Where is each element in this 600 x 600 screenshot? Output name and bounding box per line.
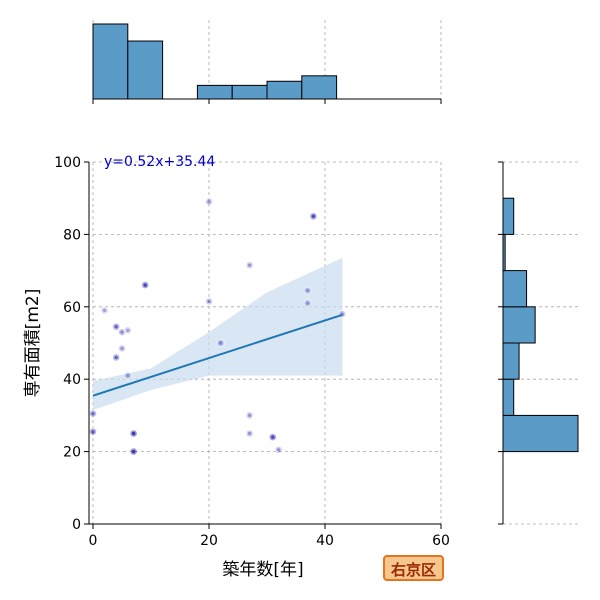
right-hist-bar — [502, 306, 536, 344]
y-tick-label: 80 — [63, 227, 81, 243]
main-scatter-plot: 0 20 40 60 0 20 40 60 80 100 — [54, 155, 450, 549]
data-point — [245, 429, 254, 438]
regression-equation: y=0.52x+35.44 — [104, 154, 215, 170]
regression-line — [92, 313, 343, 397]
data-point-core — [114, 325, 118, 329]
data-point-core — [120, 346, 124, 351]
data-point — [274, 445, 283, 454]
y-tick-label: 40 — [63, 372, 81, 388]
confidence-band — [93, 257, 343, 410]
right-hist-bar — [502, 378, 515, 416]
x-tick-label: 0 — [89, 533, 98, 549]
data-point-core — [120, 330, 124, 334]
data-point — [205, 297, 213, 306]
y-tick-label: 100 — [54, 155, 81, 171]
right-hist-bar — [502, 342, 520, 380]
data-point-core — [207, 299, 211, 303]
right-histogram — [498, 161, 579, 525]
ward-badge: 右京区 — [383, 555, 445, 581]
top-hist-bar — [301, 75, 338, 100]
data-point-core — [277, 448, 281, 452]
data-point-core — [103, 308, 107, 313]
y-tick-label: 20 — [63, 445, 81, 461]
data-point-core — [132, 450, 136, 454]
top-hist-bar — [127, 40, 164, 100]
data-point-core — [306, 288, 310, 293]
data-point — [245, 261, 254, 270]
data-point — [123, 371, 132, 380]
data-point — [123, 326, 132, 335]
right-hist-bar — [502, 414, 579, 453]
y-tick-label: 60 — [63, 300, 81, 316]
top-hist-bar — [231, 84, 268, 100]
data-point-core — [248, 263, 252, 267]
data-point — [205, 197, 213, 206]
data-point — [303, 286, 312, 295]
data-point-core — [207, 200, 211, 204]
data-point-core — [248, 431, 252, 436]
data-point-core — [132, 431, 136, 436]
data-point — [303, 299, 312, 308]
data-point-core — [311, 214, 315, 218]
x-tick-label: 40 — [316, 533, 334, 549]
data-point — [118, 328, 126, 337]
data-point-core — [248, 413, 252, 417]
top-histogram — [92, 20, 442, 104]
top-hist-bar — [92, 23, 129, 100]
data-point-core — [126, 328, 130, 332]
x-tick-label: 60 — [432, 533, 450, 549]
data-point — [216, 339, 225, 347]
right-hist-bar — [502, 197, 515, 235]
x-axis-label: 築年数[年] — [222, 560, 303, 580]
data-point-core — [114, 355, 118, 360]
data-point — [100, 306, 109, 315]
data-point-core — [219, 341, 223, 345]
data-point-core — [126, 373, 130, 378]
data-point-core — [306, 301, 310, 305]
data-point-core — [271, 435, 275, 439]
top-hist-bar — [266, 80, 303, 100]
data-point — [118, 344, 126, 353]
top-hist-bar — [196, 84, 233, 100]
data-point — [245, 411, 254, 420]
data-point-core — [91, 411, 95, 416]
right-hist-bar — [502, 270, 528, 308]
data-point-core — [91, 430, 95, 434]
data-point-core — [143, 283, 147, 287]
y-tick-label: 0 — [72, 517, 81, 533]
y-axis-label: 専有面積[m2] — [23, 289, 43, 398]
x-tick-label: 20 — [200, 533, 218, 549]
